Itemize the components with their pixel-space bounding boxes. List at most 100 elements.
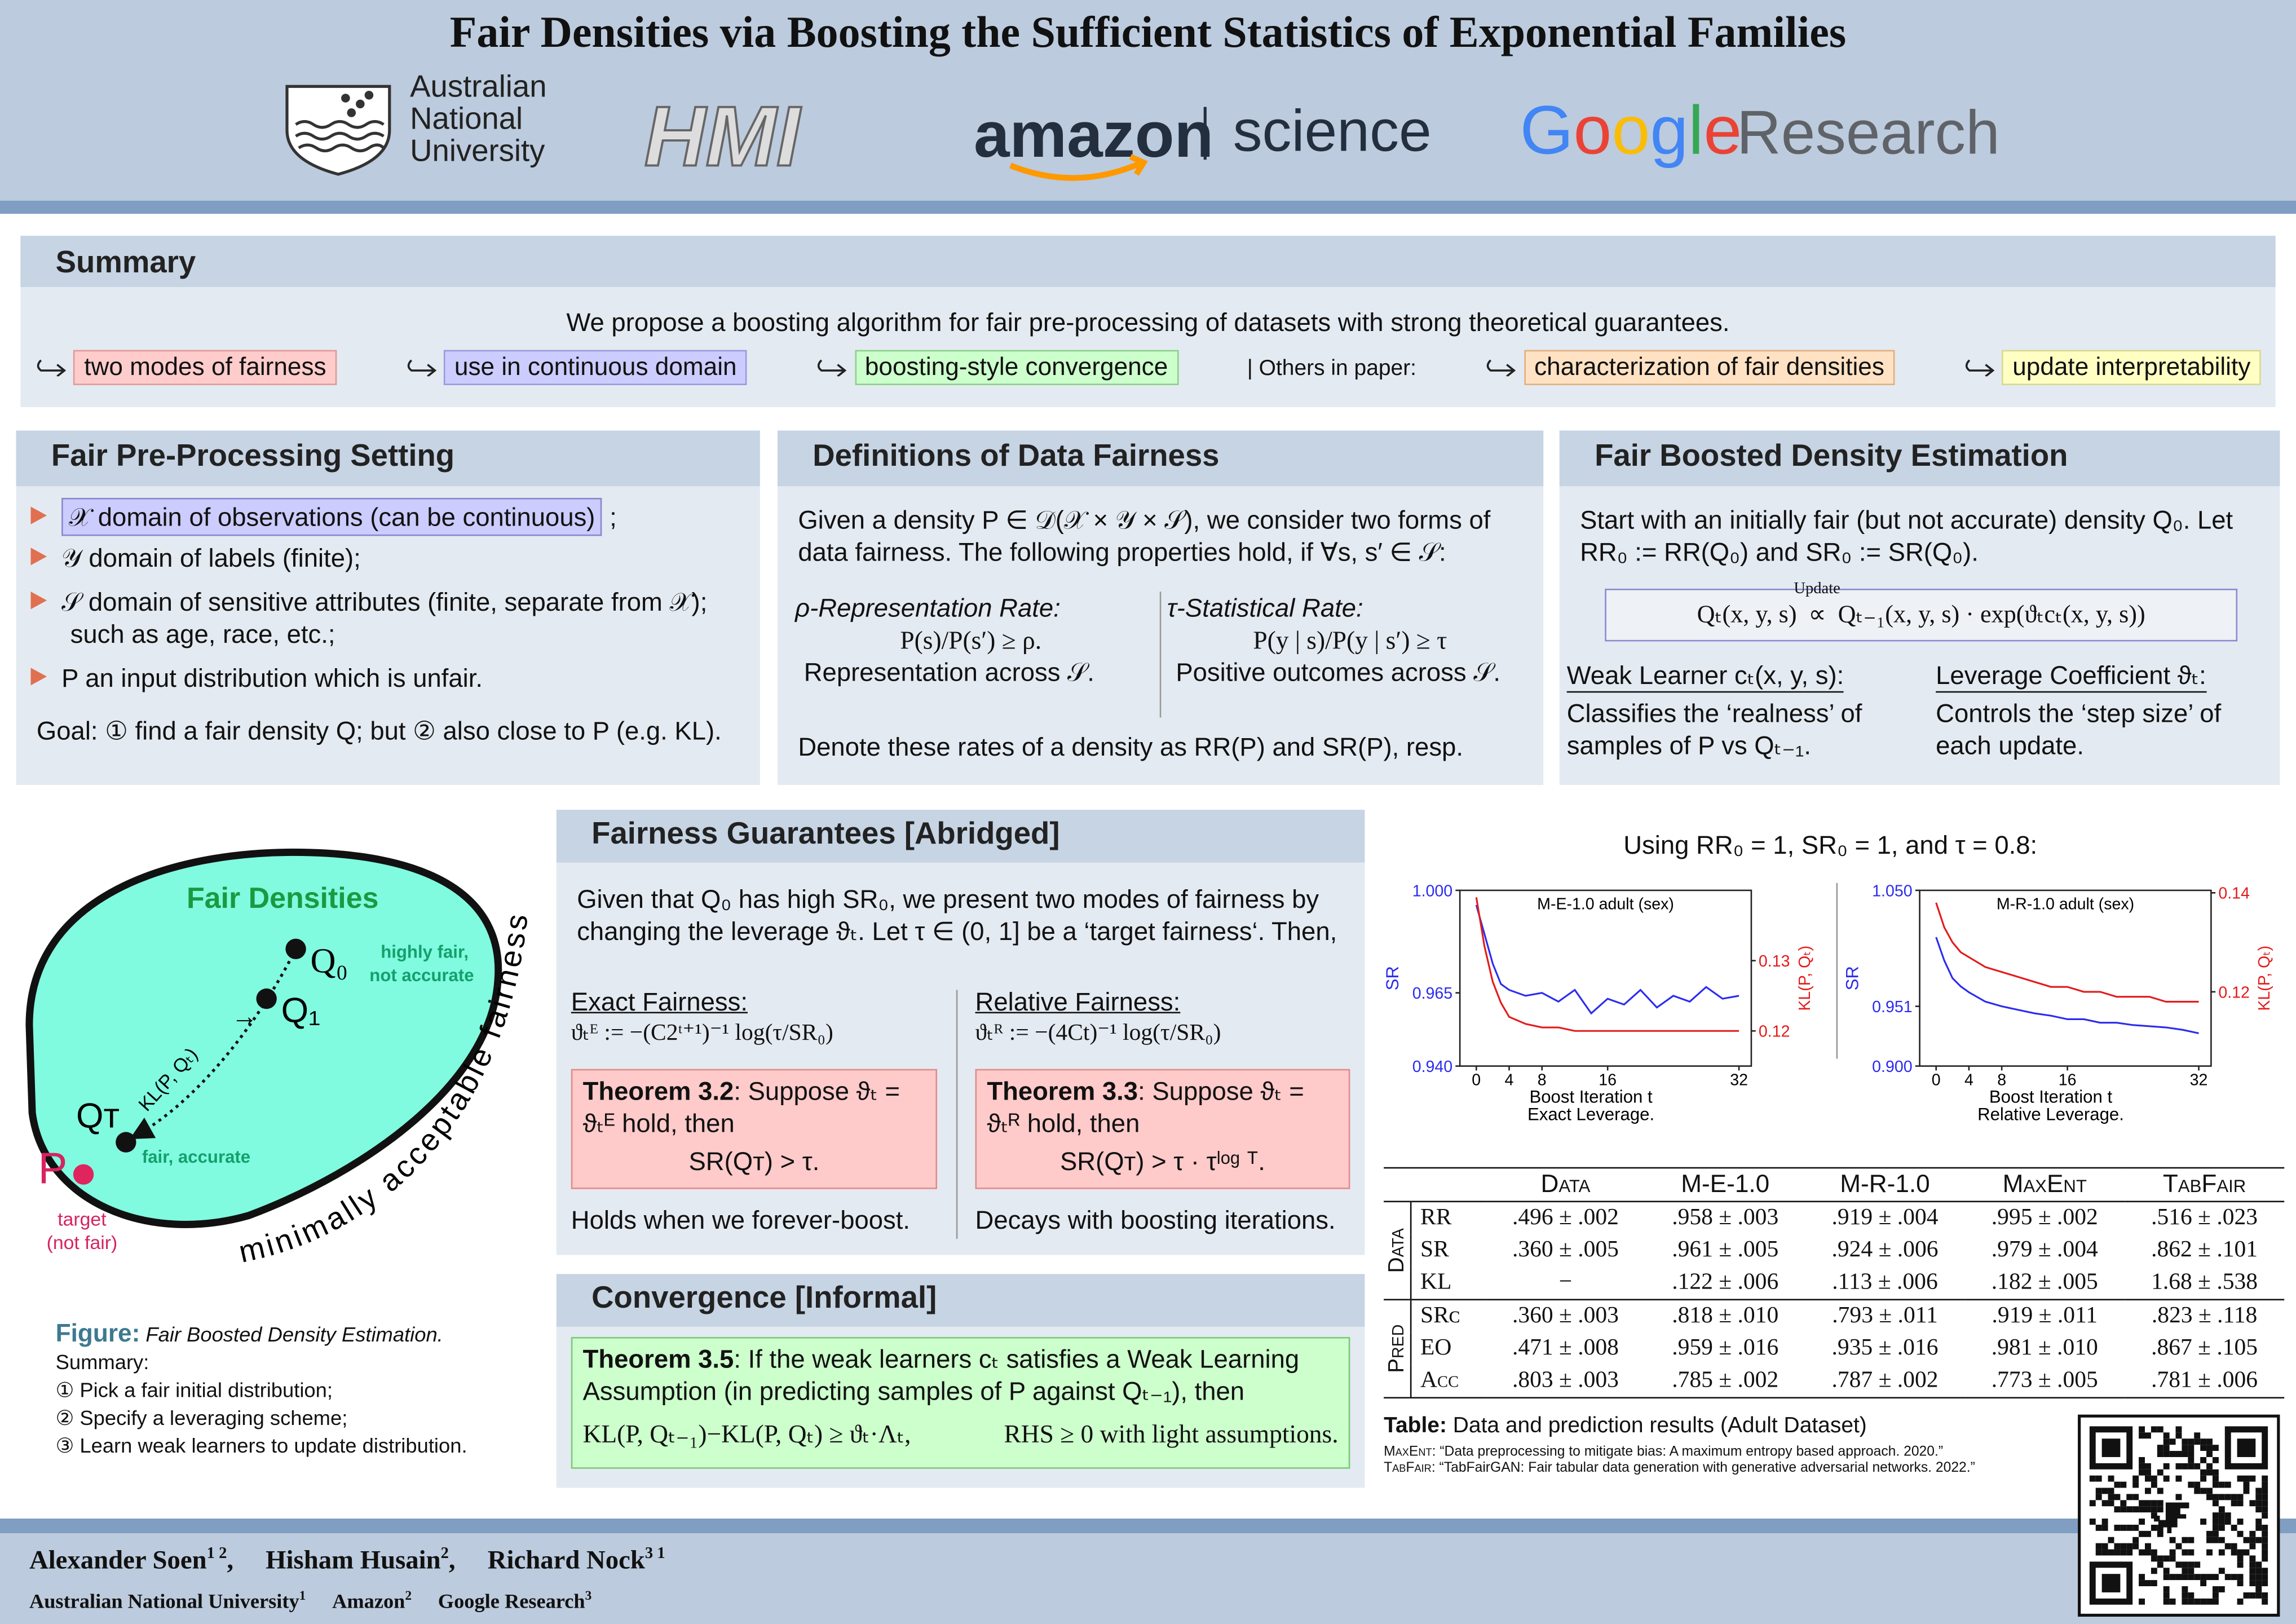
caption-step: ③ Learn weak learners to update distribu… <box>55 1433 467 1457</box>
qr-cell <box>2231 1549 2237 1556</box>
sr-desc: Positive outcomes across 𝒮. <box>1176 657 1501 687</box>
setting-item: 𝒴 domain of labels (finite); <box>30 542 749 574</box>
qr-cell <box>2243 1537 2250 1543</box>
qr-cell <box>2262 1488 2268 1494</box>
qr-cell <box>2169 1451 2176 1457</box>
qr-cell <box>2200 1598 2207 1605</box>
qr-cell <box>2212 1469 2219 1476</box>
divider <box>1159 592 1162 718</box>
footer-stripe <box>0 1519 2296 1533</box>
table-row: EO .471 ± .008 .959 ± .016 .935 ± .016 .981 … <box>1384 1332 2284 1365</box>
item: update interpretability <box>1963 350 2261 385</box>
cell: .995 ± .002 <box>1991 1205 2098 1230</box>
affiliation-sup: 2 <box>405 1587 412 1603</box>
x-tick-label: 16 <box>1599 1071 1617 1089</box>
qr-cell <box>2169 1537 2176 1543</box>
qr-cell <box>2212 1475 2219 1482</box>
qr-cell <box>2139 1432 2145 1439</box>
cell: .360 ± .005 <box>1512 1237 1619 1263</box>
qr-cell <box>2218 1568 2225 1574</box>
qt-note: fair, accurate <box>142 1147 250 1167</box>
qr-cell <box>2182 1451 2188 1457</box>
qr-cell <box>2255 1500 2262 1507</box>
qr-cell <box>2120 1524 2127 1531</box>
qr-cell <box>2139 1549 2145 1556</box>
cell: .862 ± .101 <box>2151 1237 2258 1263</box>
qr-cell <box>2151 1506 2157 1513</box>
google-letter: e <box>1703 92 1742 169</box>
qr-cell <box>2249 1568 2256 1574</box>
qr-cell <box>2237 1500 2244 1507</box>
qr-cell <box>2182 1445 2188 1451</box>
header-stripe <box>0 200 2296 214</box>
qr-cell <box>2126 1524 2133 1531</box>
punct: , <box>448 1544 456 1574</box>
qr-cell <box>2212 1512 2219 1519</box>
qr-cell <box>2255 1574 2262 1581</box>
google-letter: g <box>1650 92 1688 169</box>
qr-cell <box>2262 1512 2268 1519</box>
qr-cell <box>2101 1519 2108 1525</box>
y2-tick-label: 0.12 <box>1759 1023 1790 1041</box>
qr-cell <box>2144 1543 2151 1550</box>
qr-cell <box>2120 1549 2127 1556</box>
relative-note: Decays with boosting iterations. <box>975 1205 1336 1235</box>
qr-cell <box>2151 1568 2157 1574</box>
qr-cell <box>2231 1494 2237 1501</box>
column-header: Data <box>1540 1170 1591 1198</box>
google-letter: G <box>1520 92 1574 169</box>
exact: Exact Fairness: ϑₜᴱ := −(C2ᵗ⁺¹)⁻¹ log(τ/… <box>571 986 952 1050</box>
qr-cell <box>2182 1598 2188 1605</box>
theorem-text: : Suppose ϑₜ = ϑₜᴱ hold, then <box>582 1076 900 1138</box>
group-cell: Pred <box>1384 1299 1412 1398</box>
qr-cell <box>2175 1451 2182 1457</box>
qr-finder <box>2237 1438 2256 1457</box>
qt-label: Qᴛ <box>76 1097 120 1136</box>
qr-cell <box>2249 1543 2256 1550</box>
qr-cell <box>2169 1549 2176 1556</box>
formula: KL(P, Qₜ₋₁)−KL(P, Qₜ) ≥ ϑₜ·Λₜ, <box>582 1419 911 1449</box>
anu-name: Australian <box>410 69 546 103</box>
qr-cell <box>2139 1519 2145 1525</box>
anu-name: National <box>410 102 523 136</box>
q1-label: Q₁ <box>281 991 321 1030</box>
series-line <box>1935 902 2199 1003</box>
qr-cell <box>2249 1561 2256 1568</box>
qr-cell <box>2139 1469 2145 1476</box>
qr-cell <box>2237 1530 2244 1537</box>
qr-cell <box>2237 1494 2244 1501</box>
qr-cell <box>2114 1494 2121 1501</box>
affiliation: Google Research3 <box>438 1587 592 1613</box>
qr-cell <box>2182 1463 2188 1469</box>
group-cell: Data <box>1384 1201 1412 1300</box>
qr-cell <box>2237 1519 2244 1525</box>
item: use in continuous domain <box>405 350 747 385</box>
qr-cell <box>2206 1537 2213 1543</box>
theorem-text: : Suppose ϑₜ = ϑₜᴿ hold, then <box>987 1076 1304 1138</box>
google-letter: o <box>1574 92 1612 169</box>
column-header: MaxEnt <box>2002 1170 2087 1198</box>
qr-cell <box>2108 1537 2114 1543</box>
qr-cell <box>2163 1445 2170 1451</box>
qr-cell <box>2255 1592 2262 1599</box>
title-bg <box>1520 893 1691 914</box>
qr-cell <box>2249 1574 2256 1581</box>
qr-cell <box>2212 1519 2219 1525</box>
x-tick-label: 32 <box>2190 1071 2208 1089</box>
qr-cell <box>2224 1512 2231 1519</box>
qr-cell <box>2206 1488 2213 1494</box>
qr-cell <box>2095 1494 2102 1501</box>
y-tick-label: 0.940 <box>1412 1058 1452 1076</box>
qr-cell <box>2126 1543 2133 1550</box>
convergence-heading: Convergence [Informal] <box>556 1274 1365 1327</box>
item-text: 𝒮 domain of sensitive attributes (finite… <box>61 587 708 649</box>
cell: .781 ± .006 <box>2151 1367 2258 1393</box>
row-label: Acc <box>1420 1367 1459 1393</box>
hook-arrow <box>818 359 847 377</box>
formula-right: Qₜ₋₁(x, y, s) · exp(ϑₜcₜ(x, y, s)) <box>1838 600 2145 629</box>
q0-note: highly fair, <box>381 942 469 961</box>
qr-cell <box>2182 1586 2188 1592</box>
author-sup: 2 <box>440 1544 449 1563</box>
boosted-panel: Fair Boosted Density Estimation Start wi… <box>1559 430 2280 785</box>
qr-cell <box>2144 1549 2151 1556</box>
